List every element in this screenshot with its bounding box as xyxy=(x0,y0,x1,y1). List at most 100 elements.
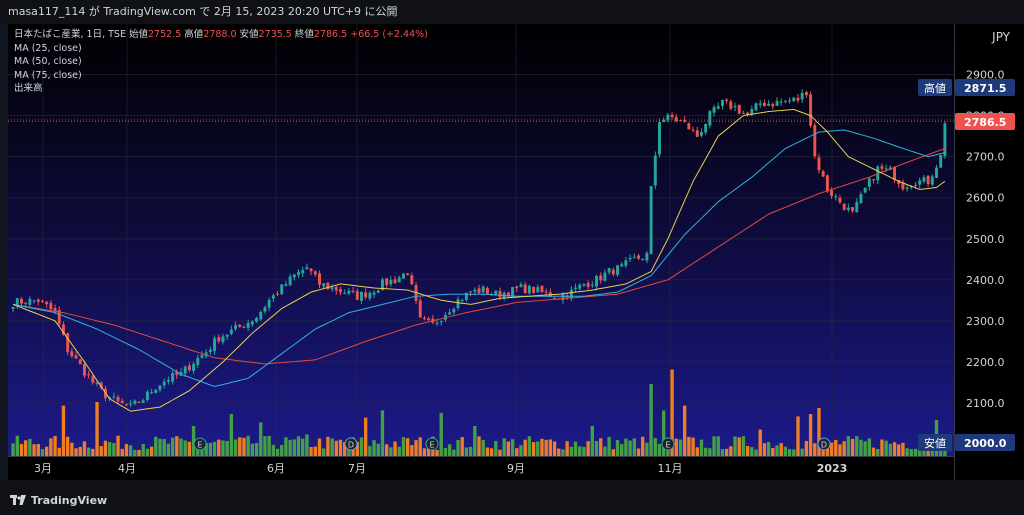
volume-bar xyxy=(695,447,699,456)
volume-bar xyxy=(888,443,893,456)
candle-body xyxy=(540,285,544,293)
candle-body xyxy=(595,276,598,287)
candle-body xyxy=(133,400,137,404)
candle-body xyxy=(935,167,938,178)
price-label-tag: 安値 xyxy=(924,436,946,450)
candle-body xyxy=(183,366,187,374)
volume-bar xyxy=(309,447,313,456)
volume-bar xyxy=(322,448,326,456)
candle-body xyxy=(204,352,208,357)
price-label-box xyxy=(955,113,1015,130)
price-label-0: 2871.5 高値 xyxy=(918,79,1015,96)
candle-body xyxy=(658,122,661,155)
candle-body xyxy=(460,300,464,302)
candle-body xyxy=(880,166,884,169)
volume-bar xyxy=(662,410,666,456)
volume-bar xyxy=(645,442,649,456)
volume-bar xyxy=(179,438,183,456)
candle-body xyxy=(746,112,750,116)
volume-bar xyxy=(313,446,317,456)
volume-bar xyxy=(494,440,498,456)
candle-body xyxy=(355,291,359,300)
volume-bar xyxy=(855,436,859,456)
candle-body xyxy=(851,207,855,212)
candle-body xyxy=(271,295,275,299)
price-axis[interactable] xyxy=(954,24,1024,480)
volume-legend[interactable]: 出来高 xyxy=(14,83,43,94)
candle-body xyxy=(137,401,141,403)
tradingview-brand[interactable]: TradingView xyxy=(10,494,107,508)
candle-body xyxy=(485,287,489,294)
time-axis[interactable] xyxy=(8,456,954,481)
candle-body xyxy=(704,124,708,133)
volume-bar xyxy=(254,442,259,456)
candle-body xyxy=(544,291,548,293)
volume-bar xyxy=(242,437,246,456)
volume-bar xyxy=(443,448,448,456)
volume-bar xyxy=(141,444,145,456)
candle-body xyxy=(930,176,934,185)
volume-bar xyxy=(384,444,389,456)
candle-body xyxy=(775,101,779,106)
volume-bar xyxy=(24,440,28,456)
volume-bar xyxy=(32,444,36,456)
candle-body xyxy=(796,97,800,101)
candle-body xyxy=(561,294,565,300)
volume-bar xyxy=(771,447,775,456)
volume-bar xyxy=(183,440,187,456)
volume-bar xyxy=(724,448,729,456)
candle-body xyxy=(406,273,410,275)
candle-body xyxy=(242,327,246,329)
candle-body xyxy=(926,175,930,185)
volume-bar xyxy=(817,408,821,456)
volume-bar xyxy=(11,443,15,456)
currency-label: JPY xyxy=(992,30,1010,44)
ma50-line xyxy=(12,129,946,388)
volume-bar xyxy=(586,441,590,456)
candle-body xyxy=(716,106,720,109)
candle-body xyxy=(99,382,103,388)
candle-body xyxy=(691,129,695,131)
candle-body xyxy=(376,290,380,293)
candle-body xyxy=(250,321,254,325)
candle-body xyxy=(364,292,368,298)
candle-body xyxy=(620,264,624,267)
candle-body xyxy=(196,357,200,365)
change-value: +66.5 (+2.44%) xyxy=(350,29,428,40)
candle-body xyxy=(49,302,53,310)
volume-bar xyxy=(36,444,40,456)
candle-body xyxy=(519,284,523,287)
candle-body xyxy=(532,286,536,293)
volume-bar xyxy=(678,439,683,456)
volume-bar xyxy=(317,438,322,456)
candle-body xyxy=(276,293,279,295)
candle-body xyxy=(66,333,70,352)
volume-bar xyxy=(590,426,595,456)
volume-bar xyxy=(61,405,66,456)
candle-body xyxy=(234,325,238,329)
candle-body xyxy=(343,293,347,295)
volume-bar xyxy=(892,442,897,456)
candle-body xyxy=(255,317,259,322)
ma50-legend[interactable]: MA (50, close) xyxy=(14,56,82,67)
volume-bar xyxy=(44,446,49,456)
volume-bar xyxy=(477,436,481,456)
candle-body xyxy=(767,103,771,106)
x-tick-label: 11月 xyxy=(658,462,683,475)
candle-body xyxy=(511,287,515,297)
volume-bar xyxy=(15,435,19,456)
x-tick-label: 4月 xyxy=(118,462,136,475)
candle-body xyxy=(872,179,876,181)
candle-body xyxy=(11,306,15,309)
ma75-legend[interactable]: MA (75, close) xyxy=(14,69,82,81)
volume-bar xyxy=(758,429,762,456)
volume-bar xyxy=(548,439,553,456)
volume-bar xyxy=(65,436,70,456)
event-marker-circle xyxy=(817,437,831,451)
volume-bar xyxy=(250,443,255,456)
candle-body xyxy=(175,371,179,376)
ma25-legend[interactable]: MA (25, close) xyxy=(14,42,82,54)
volume-bar xyxy=(657,443,662,456)
volume-bar xyxy=(187,441,192,456)
